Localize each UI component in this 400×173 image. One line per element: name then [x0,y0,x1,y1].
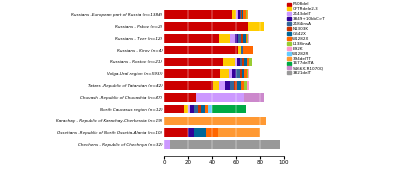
Bar [190,105,194,113]
Bar [201,105,205,113]
Bar [241,46,243,54]
Bar [230,34,235,43]
Bar [164,105,184,113]
Bar [242,58,244,66]
Bar [218,129,260,137]
Bar [220,69,229,78]
Bar [234,81,237,90]
Bar [241,81,244,90]
Bar [237,81,241,90]
Bar [249,58,252,66]
Bar [170,140,280,149]
Bar [219,34,230,43]
Bar [243,10,246,19]
Bar [232,69,236,78]
Bar [242,69,244,78]
Bar [240,10,241,19]
Bar [242,10,243,19]
Bar [238,34,241,43]
Bar [236,69,240,78]
Bar [164,81,213,90]
Bar [247,81,249,90]
Bar [238,46,241,54]
Bar [164,58,223,66]
Bar [164,93,196,102]
Bar [164,22,248,31]
Bar [235,58,237,66]
Bar [205,105,208,113]
Bar [237,58,240,66]
Bar [244,69,247,78]
Legend: F508del, CFTRdele2,3, 2143delT, 3849+10kbC>T, 2184insA, N1303K, G542X, W1282X, L: F508del, CFTRdele2,3, 2143delT, 3849+10k… [287,2,325,75]
Bar [194,129,206,137]
Bar [164,117,266,125]
Bar [240,58,242,66]
Bar [241,34,243,43]
Bar [236,10,238,19]
Bar [198,105,201,113]
Bar [238,10,240,19]
Bar [247,69,248,78]
Bar [244,93,264,102]
Bar [164,129,188,137]
Bar [196,93,244,102]
Bar [188,129,194,137]
Bar [219,81,225,90]
Bar [164,46,238,54]
Bar [247,10,248,19]
Bar [243,46,253,54]
Bar [188,105,190,113]
Bar [223,58,235,66]
Bar [184,105,188,113]
Bar [206,129,218,137]
Bar [248,22,264,31]
Bar [229,69,232,78]
Bar [194,105,198,113]
Bar [246,34,247,43]
Bar [208,105,212,113]
Bar [213,81,219,90]
Bar [247,34,248,43]
Bar [230,81,234,90]
Bar [164,34,219,43]
Bar [164,140,170,149]
Bar [243,34,246,43]
Bar [212,105,246,113]
Bar [248,34,249,43]
Bar [240,69,242,78]
Bar [244,58,247,66]
Bar [235,34,238,43]
Bar [241,10,242,19]
Bar [248,69,249,78]
Bar [164,69,220,78]
Bar [247,58,249,66]
Bar [164,10,232,19]
Bar [232,10,236,19]
Bar [246,10,247,19]
Bar [225,81,230,90]
Bar [244,81,247,90]
